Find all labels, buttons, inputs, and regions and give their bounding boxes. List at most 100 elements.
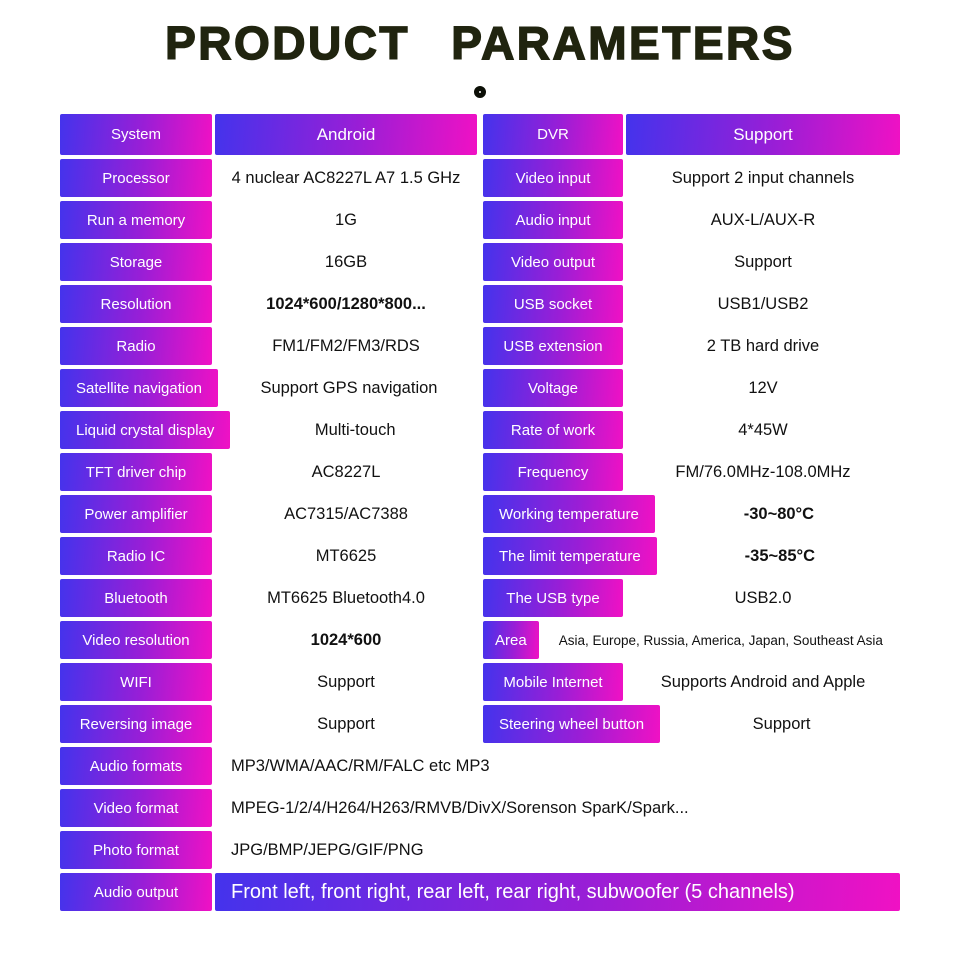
param-row-audio-formats: Audio formats MP3/WMA/AAC/RM/FALC etc MP3: [60, 747, 900, 785]
table-full-width-rows: Audio formats MP3/WMA/AAC/RM/FALC etc MP3…: [60, 747, 900, 911]
parameters-table: System Android Processor 4 nuclear AC8227L …: [60, 114, 900, 911]
param-label-photo-format: Photo format: [60, 831, 212, 869]
param-value-system: Android: [215, 114, 477, 155]
param-row-resolution: Resolution 1024*600/1280*800...: [60, 285, 477, 323]
param-label-the-limit-temperature: The limit temperature: [483, 537, 657, 575]
param-value-reversing-image: Support: [317, 714, 375, 733]
param-row-area: Area Asia, Europe, Russia, America, Japan…: [483, 621, 900, 659]
param-label-usb-socket: USB socket: [483, 285, 623, 323]
param-value-steering-wheel-button: Support: [752, 714, 811, 733]
param-label-audio-input: Audio input: [483, 201, 623, 239]
param-label-video-input: Video input: [483, 159, 623, 197]
param-label-steering-wheel-button: Steering wheel button: [483, 705, 661, 743]
param-row-video-format: Video format MPEG-1/2/4/H264/H263/RMVB/Di…: [60, 789, 900, 827]
param-row-audio-input: Audio input AUX-L/AUX-R: [483, 201, 900, 239]
param-row-dvr: DVR Support: [483, 114, 900, 155]
param-label-liquid-crystal-display: Liquid crystal display: [60, 411, 231, 449]
param-row-radio-ic: Radio IC MT6625: [60, 537, 477, 575]
param-value-video-input: Support 2 input channels: [671, 168, 855, 187]
param-label-video-format: Video format: [60, 789, 212, 827]
param-value-video-resolution: 1024*600: [310, 630, 382, 649]
param-label-tft-driver-chip: TFT driver chip: [60, 453, 212, 491]
param-row-reversing-image: Reversing image Support: [60, 705, 477, 743]
param-row-frequency: Frequency FM/76.0MHz-108.0MHz: [483, 453, 900, 491]
param-row-working-temperature: Working temperature -30~80°C: [483, 495, 900, 533]
param-label-working-temperature: Working temperature: [483, 495, 655, 533]
param-row-bluetooth: Bluetooth MT6625 Bluetooth4.0: [60, 579, 477, 617]
param-row-power-amplifier: Power amplifier AC7315/AC7388: [60, 495, 477, 533]
param-label-the-usb-type: The USB type: [483, 579, 623, 617]
param-value-the-usb-type: USB2.0: [734, 588, 792, 607]
param-value-resolution: 1024*600/1280*800...: [266, 294, 426, 313]
param-row-voltage: Voltage 12V: [483, 369, 900, 407]
param-value-area: Asia, Europe, Russia, America, Japan, So…: [558, 632, 883, 648]
param-value-wifi: Support: [317, 672, 375, 691]
param-value-bluetooth: MT6625 Bluetooth4.0: [267, 588, 425, 607]
param-row-mobile-internet: Mobile Internet Supports Android and Appl…: [483, 663, 900, 701]
table-column-left: System Android Processor 4 nuclear AC8227L …: [60, 114, 477, 747]
param-label-resolution: Resolution: [60, 285, 212, 323]
param-label-radio-ic: Radio IC: [60, 537, 212, 575]
param-row-steering-wheel-button: Steering wheel button Support: [483, 705, 900, 743]
param-label-video-resolution: Video resolution: [60, 621, 212, 659]
param-value-audio-input: AUX-L/AUX-R: [710, 210, 816, 229]
param-row-the-limit-temperature: The limit temperature -35~85°C: [483, 537, 900, 575]
param-value-frequency: FM/76.0MHz-108.0MHz: [675, 462, 851, 481]
param-label-video-output: Video output: [483, 243, 623, 281]
param-row-video-input: Video input Support 2 input channels: [483, 159, 900, 197]
param-label-system: System: [60, 114, 212, 155]
param-value-video-output: Support: [734, 252, 792, 271]
param-row-video-output: Video output Support: [483, 243, 900, 281]
param-label-satellite-navigation: Satellite navigation: [60, 369, 218, 407]
param-value-storage: 16GB: [324, 252, 368, 271]
param-value-dvr: Support: [626, 114, 900, 155]
param-row-processor: Processor 4 nuclear AC8227L A7 1.5 GHz: [60, 159, 477, 197]
param-row-video-resolution: Video resolution 1024*600: [60, 621, 477, 659]
param-value-the-limit-temperature: -35~85°C: [744, 546, 816, 565]
param-label-audio-output: Audio output: [60, 873, 212, 911]
param-label-voltage: Voltage: [483, 369, 623, 407]
param-row-liquid-crystal-display: Liquid crystal display Multi-touch: [60, 411, 477, 449]
param-label-rate-of-work: Rate of work: [483, 411, 623, 449]
param-value-radio: FM1/FM2/FM3/RDS: [272, 336, 420, 355]
param-row-usb-extension: USB extension 2 TB hard drive: [483, 327, 900, 365]
param-value-tft-driver-chip: AC8227L: [311, 462, 381, 481]
param-value-power-amplifier: AC7315/AC7388: [284, 504, 408, 523]
param-row-tft-driver-chip: TFT driver chip AC8227L: [60, 453, 477, 491]
param-label-wifi: WIFI: [60, 663, 212, 701]
param-value-run-a-memory: 1G: [334, 210, 357, 229]
param-label-processor: Processor: [60, 159, 212, 197]
param-value-usb-extension: 2 TB hard drive: [706, 336, 820, 355]
param-value-usb-socket: USB1/USB2: [717, 294, 809, 313]
param-label-reversing-image: Reversing image: [60, 705, 212, 743]
param-row-audio-output: Audio output Front left, front right, rea…: [60, 873, 900, 911]
param-value-audio-output: Front left, front right, rear left, rear…: [215, 873, 900, 911]
param-label-mobile-internet: Mobile Internet: [483, 663, 623, 701]
param-row-usb-socket: USB socket USB1/USB2: [483, 285, 900, 323]
param-value-voltage: 12V: [748, 378, 778, 397]
table-column-right: DVR Support Video input Support 2 input cha…: [483, 114, 900, 747]
param-row-satellite-navigation: Satellite navigation Support GPS navigati…: [60, 369, 477, 407]
param-value-radio-ic: MT6625: [315, 546, 377, 565]
param-value-photo-format: JPG/BMP/JEPG/GIF/PNG: [231, 840, 424, 859]
param-label-frequency: Frequency: [483, 453, 623, 491]
param-row-storage: Storage 16GB: [60, 243, 477, 281]
table-columns: System Android Processor 4 nuclear AC8227L …: [60, 114, 900, 747]
param-label-area: Area: [483, 621, 539, 659]
param-label-radio: Radio: [60, 327, 212, 365]
param-label-audio-formats: Audio formats: [60, 747, 212, 785]
param-row-run-a-memory: Run a memory 1G: [60, 201, 477, 239]
param-label-run-a-memory: Run a memory: [60, 201, 212, 239]
param-value-audio-formats: MP3/WMA/AAC/RM/FALC etc MP3: [231, 756, 490, 775]
param-label-dvr: DVR: [483, 114, 623, 155]
param-value-video-format: MPEG-1/2/4/H264/H263/RMVB/DivX/Sorenson …: [231, 798, 689, 817]
param-row-photo-format: Photo format JPG/BMP/JEPG/GIF/PNG: [60, 831, 900, 869]
page-title: PRODUCT PARAMETERS: [164, 16, 795, 70]
param-value-working-temperature: -30~80°C: [743, 504, 815, 523]
param-label-usb-extension: USB extension: [483, 327, 623, 365]
param-value-rate-of-work: 4*45W: [738, 420, 788, 439]
param-row-radio: Radio FM1/FM2/FM3/RDS: [60, 327, 477, 365]
param-value-liquid-crystal-display: Multi-touch: [314, 420, 396, 439]
ring-icon: [474, 86, 486, 98]
